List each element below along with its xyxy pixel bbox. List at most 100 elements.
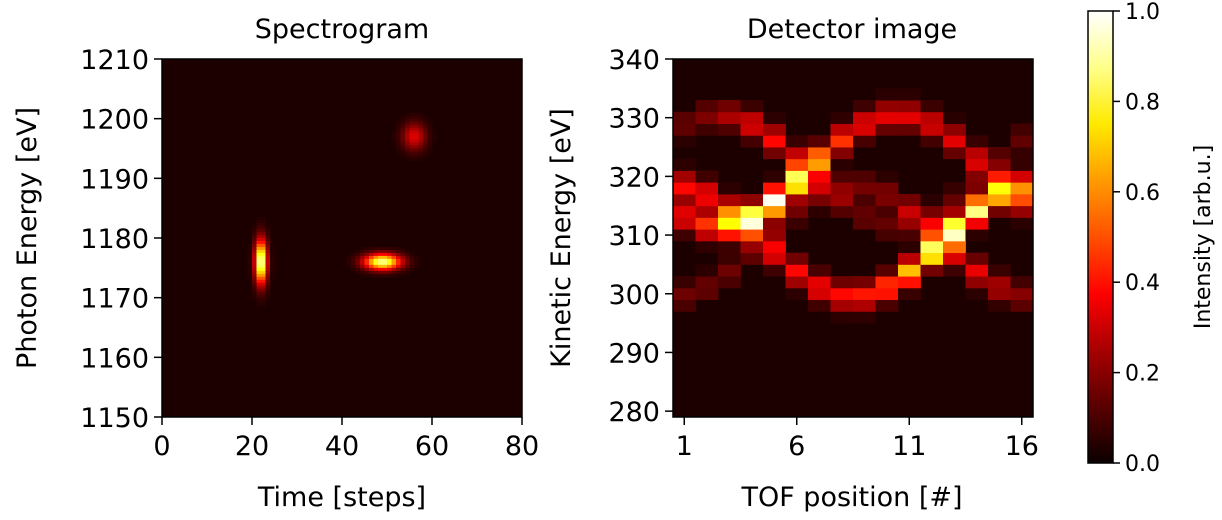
spectrogram-cell bbox=[387, 264, 392, 269]
spectrogram-cell bbox=[414, 258, 419, 263]
spectrogram-cell bbox=[405, 130, 410, 134]
detector-cell bbox=[808, 299, 831, 312]
detector-cell bbox=[808, 135, 831, 148]
spectrogram-cell bbox=[396, 267, 401, 272]
spectrogram-cell bbox=[261, 240, 266, 245]
spectrogram-cell bbox=[414, 148, 419, 152]
spectrogram-cell bbox=[360, 261, 365, 266]
spectrogram-cell bbox=[396, 145, 401, 149]
spectrogram-cell bbox=[373, 252, 379, 257]
detector-cell bbox=[830, 158, 854, 171]
spectrogram-cell bbox=[382, 264, 388, 269]
spectrogram-cell bbox=[261, 246, 266, 251]
detector-cell bbox=[988, 182, 1011, 195]
detector-cell bbox=[740, 240, 764, 254]
detector-cell bbox=[808, 276, 831, 289]
detector-cell bbox=[943, 205, 966, 218]
spectrogram-cell bbox=[261, 226, 266, 230]
spectrogram-cell bbox=[400, 118, 406, 123]
spectrogram-cell bbox=[432, 139, 437, 143]
spectrogram-cell bbox=[261, 252, 266, 257]
spectrogram-cell bbox=[423, 151, 428, 155]
spectrogram-cell bbox=[346, 255, 352, 260]
spectrogram-cell bbox=[265, 288, 271, 293]
spectrogram-cell bbox=[364, 261, 370, 266]
spectrogram-cell bbox=[405, 258, 410, 263]
spectrogram-cell bbox=[265, 229, 271, 233]
spectrogram-cell bbox=[400, 258, 406, 263]
detector-cell bbox=[988, 287, 1011, 301]
spectrogram-cell bbox=[247, 249, 253, 254]
detector-cell bbox=[785, 182, 809, 195]
detector-cell bbox=[830, 276, 854, 289]
y-tick-label: 1150 bbox=[80, 403, 149, 434]
detector-cell bbox=[695, 276, 719, 289]
spectrogram-cell bbox=[409, 142, 415, 146]
spectrogram-cell bbox=[423, 133, 428, 137]
spectrogram-cell bbox=[355, 255, 361, 260]
spectrogram-cell bbox=[409, 145, 415, 149]
colorbar-gradient bbox=[1087, 10, 1114, 464]
spectrogram-cell bbox=[247, 270, 253, 275]
spectrogram-cell bbox=[382, 261, 388, 266]
spectrogram-cell bbox=[400, 142, 406, 146]
spectrogram-cell bbox=[261, 264, 266, 269]
spectrogram-cell bbox=[256, 246, 262, 251]
detector-cell bbox=[965, 229, 989, 242]
spectrogram-cell bbox=[265, 276, 271, 281]
detector-cell bbox=[1010, 158, 1034, 171]
spectrogram-cell bbox=[427, 139, 433, 143]
spectrogram-cell bbox=[409, 139, 415, 143]
detector-cell bbox=[740, 111, 764, 124]
spectrogram-cell bbox=[405, 121, 410, 126]
spectrogram-cell bbox=[346, 261, 352, 266]
detector-cell bbox=[718, 193, 741, 207]
spectrogram-cell bbox=[400, 252, 406, 257]
y-tick-label: 1180 bbox=[80, 224, 149, 255]
detector-cell bbox=[898, 276, 921, 289]
spectrogram-cell bbox=[400, 151, 406, 155]
detector-cell bbox=[763, 182, 786, 195]
spectrogram-cell bbox=[396, 249, 401, 254]
spectrogram-cell bbox=[261, 276, 266, 281]
spectrogram-cell bbox=[355, 249, 361, 254]
spectrogram-cell bbox=[270, 255, 275, 260]
spectrogram-cell bbox=[405, 252, 410, 257]
detector-cell bbox=[875, 217, 899, 230]
spectrogram-cell bbox=[247, 264, 253, 269]
detector-cell bbox=[673, 111, 696, 124]
spectrogram-cell bbox=[265, 294, 271, 299]
detector-cell bbox=[695, 264, 719, 277]
detector-cell bbox=[898, 100, 921, 113]
spectrogram-cell bbox=[252, 297, 257, 302]
spectrogram-cell bbox=[423, 139, 428, 143]
x-tick-label: 11 bbox=[892, 431, 926, 462]
spectrogram-cell bbox=[405, 118, 410, 123]
detector-cell bbox=[943, 123, 966, 136]
detector-cell bbox=[785, 287, 809, 301]
detector-cell bbox=[673, 182, 696, 195]
spectrogram-cell bbox=[265, 291, 271, 296]
spectrogram-cell bbox=[405, 255, 410, 260]
detector-cell bbox=[898, 252, 921, 265]
detector-cell bbox=[920, 252, 944, 265]
spectrogram-cell bbox=[400, 133, 406, 137]
spectrogram-cell bbox=[423, 142, 428, 146]
spectrogram-cell bbox=[369, 255, 374, 260]
spectrogram-cell bbox=[409, 133, 415, 137]
detector-cell bbox=[695, 205, 719, 218]
spectrogram-cell bbox=[414, 261, 419, 266]
spectrogram-cell bbox=[378, 267, 383, 272]
spectrogram-cell bbox=[265, 261, 271, 266]
detector-cell bbox=[988, 299, 1011, 312]
spectrogram-cell bbox=[256, 297, 262, 302]
spectrogram-cell bbox=[396, 130, 401, 134]
spectrogram-cell bbox=[270, 249, 275, 254]
spectrogram-cell bbox=[256, 232, 262, 236]
spectrogram-cell bbox=[256, 229, 262, 233]
detector-frame bbox=[672, 58, 1034, 418]
spectrogram-cell bbox=[256, 258, 262, 263]
spectrogram-cell bbox=[405, 124, 410, 129]
spectrogram-cell bbox=[400, 121, 406, 126]
detector-cell bbox=[763, 240, 786, 254]
